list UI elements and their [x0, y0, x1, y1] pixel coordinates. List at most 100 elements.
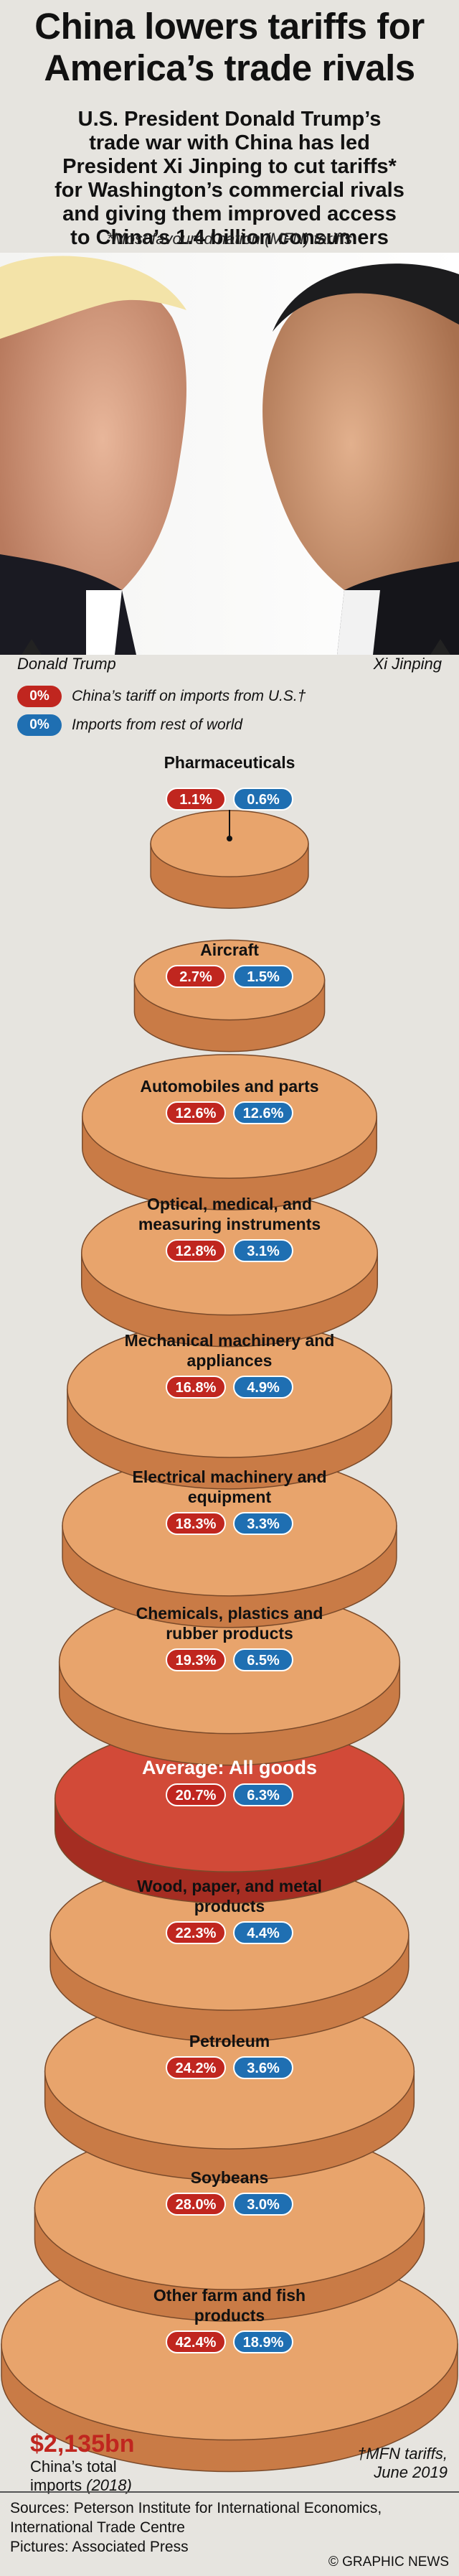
us-tariff-label: 28.0%	[176, 2197, 217, 2213]
disc-title: Aircraft	[200, 941, 259, 959]
us-tariff-pill	[166, 2056, 226, 2079]
photo-marker-right	[430, 639, 450, 655]
mfn-footnote: *Most favoured nation (MFN) tariffs	[106, 230, 353, 248]
photo-illustration	[0, 253, 459, 655]
us-tariff-label: 1.1%	[179, 792, 212, 808]
title-line-1: China lowers tariffs for	[34, 6, 425, 47]
person-label-left: Donald Trump	[17, 655, 116, 673]
tariff-disc	[67, 1320, 392, 1490]
disc-labels: Optical, medical, and measuring instrumen…	[138, 1195, 321, 1262]
us-tariff-label: 42.4%	[176, 2335, 217, 2351]
us-tariff-pill	[166, 788, 226, 811]
disc-face	[82, 1054, 377, 1179]
row-tariff-pill	[233, 1101, 293, 1124]
tariff-disc	[62, 1455, 397, 1628]
disc-labels: Automobiles and parts 12.6% 12.6%	[140, 1077, 319, 1124]
disc-title: measuring instruments	[138, 1215, 321, 1233]
disc-title: appliances	[187, 1351, 273, 1370]
subtitle-line: U.S. President Donald Trump’s	[77, 108, 382, 131]
row-tariff-pill	[233, 1239, 293, 1262]
tariff-disc	[49, 1859, 410, 2043]
tariff-disc	[58, 1590, 401, 1766]
total-imports-label-word: imports	[30, 2476, 82, 2494]
mfn-note-line-1: †MFN tariffs,	[357, 2445, 448, 2463]
subtitle-line: to China’s 1.4 billion consumers	[70, 226, 389, 249]
us-tariff-label: 22.3%	[176, 1926, 217, 1941]
person-label-right: Xi Jinping	[373, 655, 442, 673]
us-tariff-label: 19.3%	[176, 1653, 217, 1669]
graphic-news-logo: © GRAPHIC NEWS	[328, 2554, 449, 2570]
us-tariff-pill	[166, 1921, 226, 1944]
row-tariff-pill	[233, 2056, 293, 2079]
us-tariff-label: 12.8%	[176, 1243, 217, 1259]
legend-swatch-row: 0%	[17, 714, 62, 736]
subtitle-line: trade war with China has led	[89, 131, 370, 154]
row-tariff-pill	[233, 1783, 293, 1806]
subtitle-line: President Xi Jinping to cut tariffs*	[62, 155, 397, 178]
tariff-disc	[82, 1054, 377, 1210]
us-tariff-pill	[166, 2193, 226, 2216]
disc-title: Chemicals, plastics and	[136, 1604, 323, 1623]
disc-face	[133, 939, 326, 1021]
tariff-disc	[133, 939, 326, 1053]
disc-title: products	[194, 2306, 265, 2325]
subtitle-line: and giving them improved access	[62, 202, 397, 225]
row-tariff-label: 3.1%	[247, 1243, 280, 1259]
disc-labels: Soybeans 28.0% 3.0%	[166, 2168, 293, 2216]
disc-title: Average: All goods	[142, 1757, 317, 1778]
row-tariff-pill	[233, 1376, 293, 1399]
sources-line-2: International Trade Centre	[10, 2519, 185, 2536]
subtitle-line: for Washington’s commercial rivals	[55, 179, 404, 202]
total-imports-label-1: China’s total	[30, 2458, 117, 2475]
disc-labels: 1.1% 0.6%	[166, 788, 293, 811]
us-tariff-label: 16.8%	[176, 1380, 217, 1396]
disc-labels: Aircraft 2.7% 1.5%	[166, 941, 293, 988]
page-title: China lowers tariffs for America’s trade…	[0, 6, 459, 89]
disc-title: Other farm and fish	[153, 2286, 306, 2305]
total-imports-label-2: imports (2018)	[30, 2476, 135, 2495]
legend-swatch-us: 0%	[17, 686, 62, 707]
photo-marker-left	[22, 639, 42, 655]
row-tariff-label: 6.3%	[247, 1788, 280, 1803]
disc-title: equipment	[188, 1488, 272, 1506]
disc-title: Mechanical machinery and	[125, 1331, 335, 1350]
disc-title-pharmaceuticals: Pharmaceuticals	[164, 753, 295, 772]
legend-label-us: China’s tariff on imports from U.S.†	[72, 688, 306, 704]
disc-title: Soybeans	[191, 2168, 269, 2187]
total-imports: $2,135bn China’s total imports (2018)	[30, 2430, 135, 2495]
us-tariff-label: 20.7%	[176, 1788, 217, 1803]
us-tariff-pill	[166, 1783, 226, 1806]
row-tariff-pill	[233, 965, 293, 988]
row-tariff-pill	[233, 788, 293, 811]
us-tariff-pill	[166, 965, 226, 988]
row-tariff-pill	[233, 1921, 293, 1944]
footer: Sources: Peterson Institute for Internat…	[0, 2491, 459, 2576]
row-tariff-label: 1.5%	[247, 969, 280, 985]
row-tariff-pill	[233, 1648, 293, 1671]
disc-title: Petroleum	[189, 2032, 270, 2050]
row-tariff-label: 3.6%	[247, 2061, 280, 2076]
us-tariff-label: 18.3%	[176, 1516, 217, 1532]
disc-title: Automobiles and parts	[140, 1077, 318, 1096]
row-tariff-label: 0.6%	[247, 792, 280, 808]
us-tariff-pill	[166, 1648, 226, 1671]
mfn-note: †MFN tariffs, June 2019	[357, 2445, 448, 2482]
us-tariff-pill	[166, 1512, 226, 1535]
legend-item-us: 0% China’s tariff on imports from U.S.†	[17, 686, 306, 707]
row-tariff-label: 12.6%	[243, 1106, 284, 1121]
us-tariff-pill	[166, 1101, 226, 1124]
row-tariff-label: 3.3%	[247, 1516, 280, 1532]
row-tariff-label: 6.5%	[247, 1653, 280, 1669]
row-tariff-pill	[233, 2193, 293, 2216]
disc-title: Optical, medical, and	[147, 1195, 312, 1213]
us-tariff-pill	[166, 1239, 226, 1262]
tariff-disc	[44, 1993, 415, 2181]
us-tariff-label: 2.7%	[179, 969, 212, 985]
disc-title: Wood, paper, and metal	[137, 1877, 322, 1895]
us-tariff-label: 24.2%	[176, 2061, 217, 2076]
tariff-disc	[150, 810, 309, 909]
total-imports-value: $2,135bn	[30, 2430, 135, 2458]
disc-title: products	[194, 1897, 265, 1915]
